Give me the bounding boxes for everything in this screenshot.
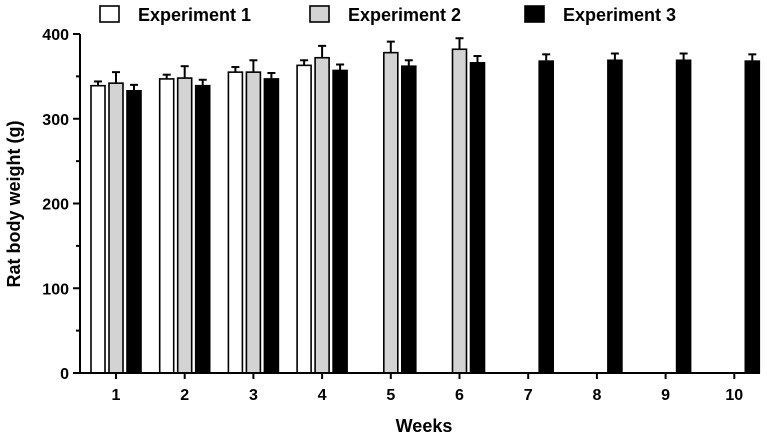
y-tick-label: 100 — [42, 281, 69, 298]
bar-series-1-week-1 — [90, 84, 106, 374]
bar-series-3-week-6 — [469, 62, 486, 374]
bar-series-3-week-10 — [744, 60, 761, 374]
x-axis-title: Weeks — [396, 416, 453, 436]
bar-series-3-week-7 — [538, 60, 555, 374]
x-tick-label: 6 — [455, 387, 464, 404]
bar-series-2-week-6 — [451, 48, 468, 374]
bar-series-3-week-5 — [400, 65, 417, 374]
bar-series-3-week-9 — [675, 59, 692, 374]
bar-series-3-week-2 — [194, 84, 211, 374]
bar-series-3-week-4 — [332, 69, 348, 374]
legend-swatch-series-1 — [99, 5, 120, 23]
bar-series-2-week-4 — [314, 56, 330, 374]
error-bars-layer — [94, 37, 757, 91]
x-tick-label: 3 — [249, 387, 258, 404]
x-tick-label: 9 — [661, 387, 670, 404]
y-tick-label: 400 — [42, 27, 69, 44]
x-tick-label: 8 — [592, 387, 601, 404]
bar-series-2-week-1 — [108, 82, 124, 374]
bar-series-3-week-8 — [607, 59, 623, 374]
x-tick-label: 5 — [386, 387, 395, 404]
legend-label-series-2: Experiment 2 — [348, 5, 461, 25]
y-tick-label: 200 — [42, 197, 69, 214]
bar-series-1-week-3 — [227, 71, 244, 374]
bar-series-1-week-2 — [158, 78, 175, 374]
y-axis-title: Rat body weight (g) — [4, 121, 24, 288]
x-tick-label: 2 — [180, 387, 189, 404]
bar-series-2-week-2 — [176, 77, 193, 374]
y-tick-label: 0 — [60, 366, 69, 383]
legend: Experiment 1 Experiment 2 Experiment 3 — [99, 5, 676, 25]
legend-label-series-1: Experiment 1 — [138, 5, 251, 25]
legend-swatch-series-3 — [524, 5, 545, 23]
bar-series-1-week-4 — [296, 64, 312, 374]
x-tick-label: 7 — [524, 387, 533, 404]
bars-layer — [90, 48, 761, 374]
x-tick-label: 1 — [112, 387, 121, 404]
bar-series-3-week-3 — [263, 78, 280, 374]
bar-series-3-week-1 — [126, 89, 142, 374]
y-tick-label: 300 — [42, 112, 69, 129]
x-tick-label: 10 — [725, 387, 743, 404]
legend-swatch-series-2 — [309, 5, 330, 23]
legend-label-series-3: Experiment 3 — [563, 5, 676, 25]
bar-series-2-week-5 — [382, 51, 399, 374]
x-tick-label: 4 — [318, 387, 327, 404]
bar-series-2-week-3 — [245, 71, 262, 374]
